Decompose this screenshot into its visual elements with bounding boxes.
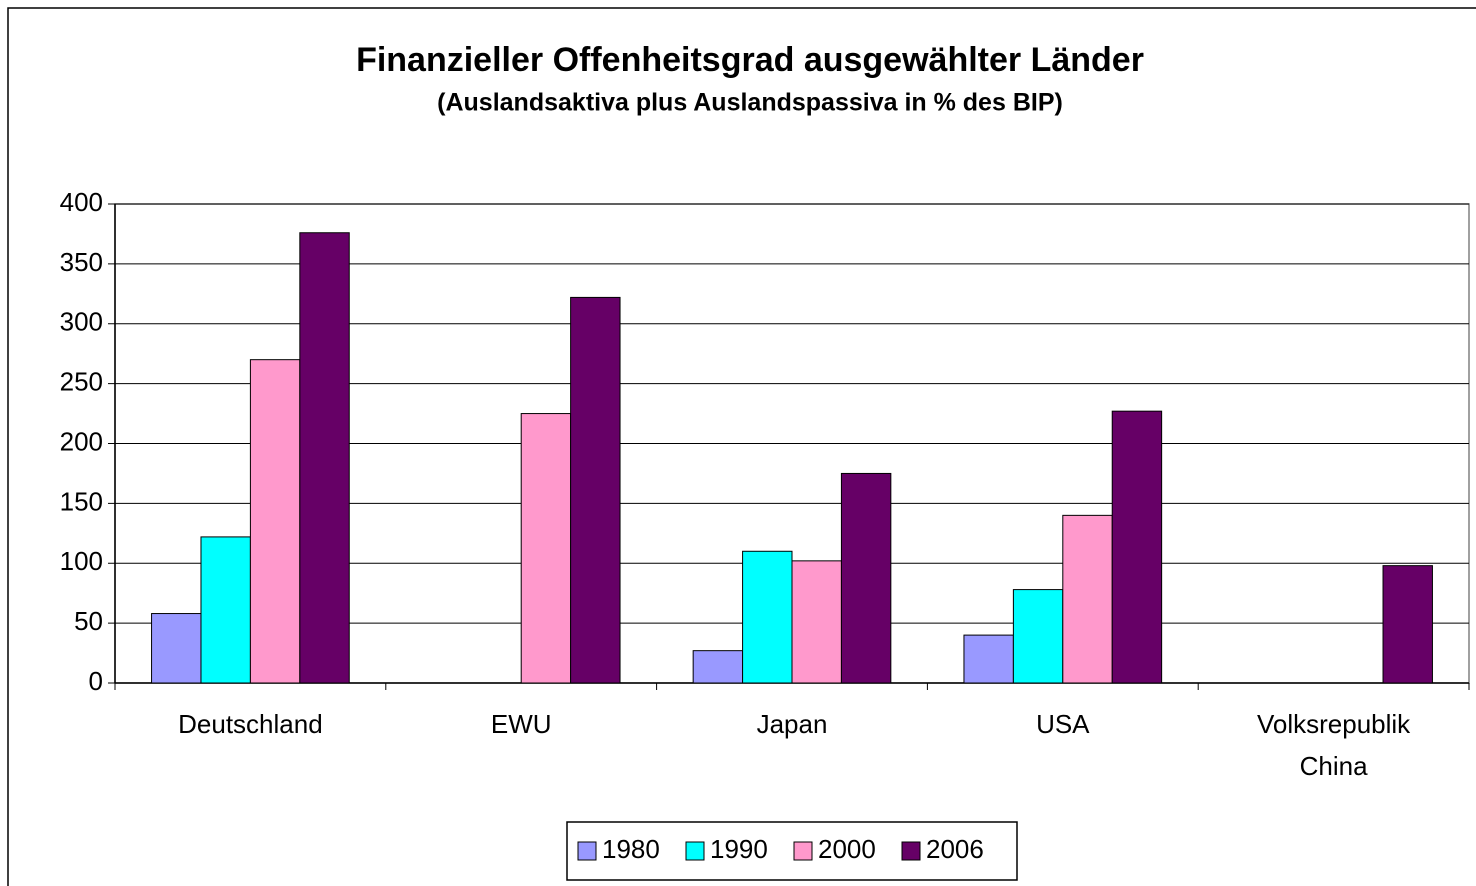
bar — [249, 359, 301, 684]
bar — [742, 550, 793, 684]
bar — [963, 634, 1014, 684]
bar — [692, 650, 744, 684]
legend-swatch — [685, 841, 705, 861]
chart-title: Finanzieller Offenheitsgrad ausgewählter… — [356, 41, 1144, 79]
x-tick-label: Volksrepublik China — [1257, 709, 1411, 781]
y-tick-label: 100 — [60, 546, 103, 576]
y-tick-label: 400 — [60, 187, 103, 217]
y-tick-label: 50 — [74, 606, 103, 636]
legend-label: 1980 — [602, 834, 660, 864]
bar — [151, 613, 202, 684]
legend-swatch — [577, 841, 597, 861]
y-tick-label: 200 — [60, 426, 103, 456]
bar — [520, 413, 572, 684]
bar — [1111, 410, 1163, 684]
x-tick-label: USA — [1036, 709, 1090, 739]
bar — [1012, 589, 1064, 684]
x-tick-label: Japan — [757, 709, 828, 739]
legend-label: 2006 — [926, 834, 984, 864]
legend-swatch — [901, 841, 921, 861]
chart-subtitle: (Auslandsaktiva plus Auslandspassiva in … — [437, 89, 1063, 117]
y-tick-label: 150 — [60, 486, 103, 516]
bar — [791, 560, 842, 684]
y-tick-label: 250 — [60, 367, 103, 397]
bar — [840, 472, 892, 684]
y-tick-label: 0 — [89, 666, 103, 696]
x-tick-label: Deutschland — [178, 709, 323, 739]
legend-swatch — [793, 841, 813, 861]
x-tick-label: EWU — [491, 709, 552, 739]
bar — [1382, 565, 1433, 684]
bar — [1062, 514, 1113, 684]
legend-label: 1990 — [710, 834, 768, 864]
legend-box — [566, 821, 1018, 881]
bar — [200, 536, 251, 684]
y-tick-label: 300 — [60, 307, 103, 337]
bar — [299, 232, 350, 684]
y-tick-label: 350 — [60, 247, 103, 277]
bar — [570, 296, 621, 684]
legend-label: 2000 — [818, 834, 876, 864]
